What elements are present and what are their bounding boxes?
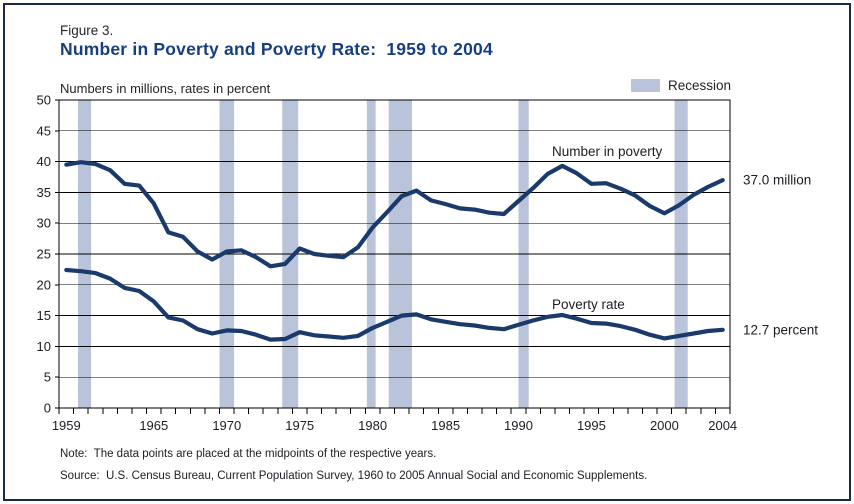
series-line-poverty-rate [64, 267, 725, 342]
recession-legend: Recession [631, 78, 731, 93]
y-axis-label: 45 [37, 123, 51, 138]
series-end-label: 37.0 million [743, 173, 811, 188]
series-label: Number in poverty [552, 144, 663, 159]
x-axis-label: 1959 [52, 418, 81, 433]
figure-title: Number in Poverty and Poverty Rate: 1959… [60, 39, 493, 59]
x-axis-label: 2000 [650, 418, 679, 433]
y-axis-label: 10 [37, 339, 51, 354]
figure-source: Source: U.S. Census Bureau, Current Popu… [60, 470, 648, 482]
series-line-number-in-poverty [64, 160, 725, 269]
x-axis-label: 1980 [358, 418, 387, 433]
y-axis-label: 50 [37, 93, 51, 108]
x-axis-label: 1985 [431, 418, 460, 433]
x-axis-label: 1990 [504, 418, 533, 433]
x-axis-label: 1965 [139, 418, 168, 433]
y-axis-label: 5 [44, 370, 51, 385]
x-axis-label: 1975 [285, 418, 314, 433]
x-axis-label: 1970 [212, 418, 241, 433]
x-axis-label: 2004 [708, 418, 737, 433]
plot-border [58, 99, 731, 409]
y-axis-label: 40 [37, 154, 51, 169]
recession-legend-label: Recession [668, 78, 732, 93]
figure-note: Note: The data points are placed at the … [60, 448, 437, 460]
y-axis-label: 35 [37, 185, 51, 200]
series-end-label: 12.7 percent [743, 322, 818, 337]
y-axis-label: 15 [37, 308, 51, 323]
x-axis-label: 1995 [577, 418, 606, 433]
y-axis-label: 0 [44, 401, 51, 416]
y-axis-label: 25 [37, 247, 51, 262]
y-axis-label: 20 [37, 277, 51, 292]
axis-units-label: Numbers in millions, rates in percent [60, 81, 271, 96]
recession-swatch-icon [631, 79, 660, 92]
series-label: Poverty rate [552, 297, 625, 312]
figure-label: Figure 3. [60, 23, 114, 38]
y-axis-label: 30 [37, 216, 51, 231]
